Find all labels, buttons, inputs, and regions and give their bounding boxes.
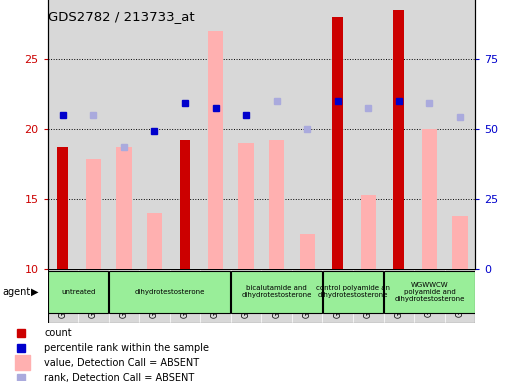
Bar <box>139 269 169 323</box>
Bar <box>393 10 404 269</box>
Text: WGWWCW
polyamide and
dihydrotestosterone: WGWWCW polyamide and dihydrotestosterone <box>394 282 465 302</box>
Text: GSM187371: GSM187371 <box>119 271 128 318</box>
Text: agent: agent <box>3 287 31 297</box>
Bar <box>169 269 200 323</box>
Text: GSM187372: GSM187372 <box>150 271 159 318</box>
Bar <box>139 0 169 269</box>
Bar <box>48 0 78 269</box>
Bar <box>109 0 139 269</box>
Text: GSM187373: GSM187373 <box>181 271 190 318</box>
Text: GSM187379: GSM187379 <box>364 271 373 318</box>
Bar <box>58 147 68 269</box>
Text: GDS2782 / 213733_at: GDS2782 / 213733_at <box>48 10 194 23</box>
Bar <box>383 0 414 269</box>
Text: control polyamide an
dihydrotestosterone: control polyamide an dihydrotestosterone <box>316 285 390 298</box>
Text: GSM187377: GSM187377 <box>303 271 312 318</box>
Bar <box>299 234 315 269</box>
Bar <box>353 269 383 323</box>
Text: ▶: ▶ <box>31 287 38 297</box>
Bar <box>78 0 109 269</box>
Bar <box>333 17 343 269</box>
Text: GSM187374: GSM187374 <box>211 271 220 318</box>
Text: GSM187382: GSM187382 <box>456 271 465 318</box>
Bar <box>147 213 162 269</box>
Bar <box>384 271 475 313</box>
Text: GSM187369: GSM187369 <box>58 271 67 318</box>
Bar <box>231 0 261 269</box>
Bar <box>383 269 414 323</box>
Text: GSM187378: GSM187378 <box>333 271 342 318</box>
Text: value, Detection Call = ABSENT: value, Detection Call = ABSENT <box>44 358 199 368</box>
Bar <box>323 269 353 323</box>
Bar <box>109 269 139 323</box>
Text: GSM187370: GSM187370 <box>89 271 98 318</box>
Text: rank, Detection Call = ABSENT: rank, Detection Call = ABSENT <box>44 373 194 383</box>
Text: GSM187381: GSM187381 <box>425 271 434 318</box>
Text: percentile rank within the sample: percentile rank within the sample <box>44 343 209 353</box>
Bar <box>361 195 376 269</box>
Bar <box>292 269 323 323</box>
Bar <box>414 0 445 269</box>
Bar <box>231 271 322 313</box>
Bar <box>78 269 109 323</box>
Bar <box>323 0 353 269</box>
Bar <box>323 271 383 313</box>
Bar <box>48 269 78 323</box>
Bar <box>261 0 292 269</box>
Bar <box>200 269 231 323</box>
Bar <box>48 269 475 323</box>
Bar <box>269 140 284 269</box>
Bar <box>292 0 323 269</box>
Bar <box>48 271 108 313</box>
Bar <box>422 129 437 269</box>
Bar <box>239 143 254 269</box>
Bar <box>208 31 223 269</box>
Text: GSM187375: GSM187375 <box>242 271 251 318</box>
Text: GSM187376: GSM187376 <box>272 271 281 318</box>
Bar <box>15 356 30 370</box>
Bar <box>353 0 383 269</box>
Bar <box>169 0 200 269</box>
Bar <box>452 215 468 269</box>
Bar <box>414 269 445 323</box>
Bar <box>200 0 231 269</box>
Bar <box>116 147 131 269</box>
Bar <box>109 271 230 313</box>
Text: bicalutamide and
dihydrotestosterone: bicalutamide and dihydrotestosterone <box>241 285 312 298</box>
Bar <box>231 269 261 323</box>
Text: untreated: untreated <box>61 289 95 295</box>
Text: dihydrotestosterone: dihydrotestosterone <box>135 289 205 295</box>
Text: count: count <box>44 328 72 338</box>
Bar <box>445 269 475 323</box>
Text: GSM187380: GSM187380 <box>394 271 403 318</box>
Bar <box>180 140 190 269</box>
Bar <box>445 0 475 269</box>
Bar <box>261 269 292 323</box>
Bar <box>86 159 101 269</box>
